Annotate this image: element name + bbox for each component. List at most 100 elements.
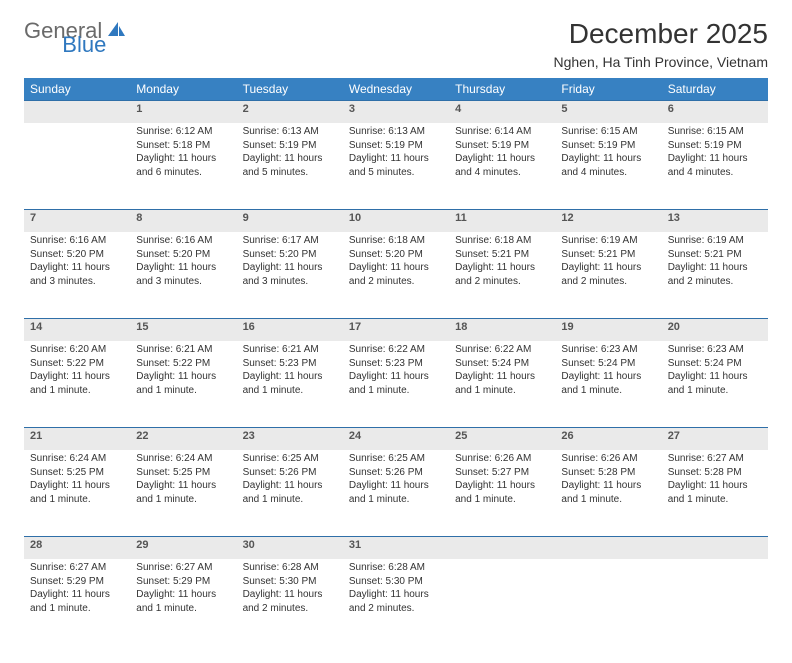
day-cell: Sunrise: 6:26 AMSunset: 5:27 PMDaylight:… [449, 450, 555, 537]
daylight-text: Daylight: 11 hours and 1 minute. [668, 370, 762, 397]
day-number-cell: 29 [130, 537, 236, 560]
sunrise-text: Sunrise: 6:23 AM [561, 343, 655, 357]
day-cell [555, 559, 661, 645]
daylight-text: Daylight: 11 hours and 1 minute. [349, 479, 443, 506]
day-number-cell: 31 [343, 537, 449, 560]
daylight-text: Daylight: 11 hours and 4 minutes. [668, 152, 762, 179]
sunrise-text: Sunrise: 6:14 AM [455, 125, 549, 139]
sunrise-text: Sunrise: 6:24 AM [30, 452, 124, 466]
sunset-text: Sunset: 5:30 PM [243, 575, 337, 589]
day-cell: Sunrise: 6:16 AMSunset: 5:20 PMDaylight:… [24, 232, 130, 319]
day-cell: Sunrise: 6:21 AMSunset: 5:22 PMDaylight:… [130, 341, 236, 428]
day-cell: Sunrise: 6:26 AMSunset: 5:28 PMDaylight:… [555, 450, 661, 537]
day-number-cell: 23 [237, 428, 343, 451]
sunrise-text: Sunrise: 6:19 AM [561, 234, 655, 248]
day-number-cell: 13 [662, 210, 768, 233]
day-cell: Sunrise: 6:27 AMSunset: 5:29 PMDaylight:… [130, 559, 236, 645]
day-number-cell: 8 [130, 210, 236, 233]
sunset-text: Sunset: 5:24 PM [668, 357, 762, 371]
day-cell [449, 559, 555, 645]
day-cell: Sunrise: 6:13 AMSunset: 5:19 PMDaylight:… [237, 123, 343, 210]
day-cell: Sunrise: 6:22 AMSunset: 5:24 PMDaylight:… [449, 341, 555, 428]
day-number-cell: 18 [449, 319, 555, 342]
daylight-text: Daylight: 11 hours and 5 minutes. [243, 152, 337, 179]
sunrise-text: Sunrise: 6:21 AM [136, 343, 230, 357]
daylight-text: Daylight: 11 hours and 2 minutes. [561, 261, 655, 288]
day-number-cell: 7 [24, 210, 130, 233]
sunset-text: Sunset: 5:28 PM [561, 466, 655, 480]
day-number-cell: 28 [24, 537, 130, 560]
sunrise-text: Sunrise: 6:22 AM [349, 343, 443, 357]
sunrise-text: Sunrise: 6:25 AM [349, 452, 443, 466]
daylight-text: Daylight: 11 hours and 1 minute. [136, 370, 230, 397]
day-cell: Sunrise: 6:22 AMSunset: 5:23 PMDaylight:… [343, 341, 449, 428]
day-content-row: Sunrise: 6:16 AMSunset: 5:20 PMDaylight:… [24, 232, 768, 319]
day-cell: Sunrise: 6:23 AMSunset: 5:24 PMDaylight:… [555, 341, 661, 428]
day-cell: Sunrise: 6:21 AMSunset: 5:23 PMDaylight:… [237, 341, 343, 428]
sunrise-text: Sunrise: 6:23 AM [668, 343, 762, 357]
day-cell: Sunrise: 6:16 AMSunset: 5:20 PMDaylight:… [130, 232, 236, 319]
day-number-cell: 14 [24, 319, 130, 342]
sunset-text: Sunset: 5:24 PM [455, 357, 549, 371]
sunrise-text: Sunrise: 6:27 AM [136, 561, 230, 575]
day-content-row: Sunrise: 6:24 AMSunset: 5:25 PMDaylight:… [24, 450, 768, 537]
day-number-cell: 1 [130, 101, 236, 124]
sunset-text: Sunset: 5:21 PM [561, 248, 655, 262]
sunrise-text: Sunrise: 6:27 AM [30, 561, 124, 575]
sunset-text: Sunset: 5:25 PM [136, 466, 230, 480]
logo-sail-icon [106, 20, 126, 43]
day-cell: Sunrise: 6:19 AMSunset: 5:21 PMDaylight:… [662, 232, 768, 319]
sunset-text: Sunset: 5:22 PM [136, 357, 230, 371]
logo: General Blue [24, 18, 172, 44]
day-number-row: 123456 [24, 101, 768, 124]
daylight-text: Daylight: 11 hours and 1 minute. [136, 479, 230, 506]
day-number-cell: 22 [130, 428, 236, 451]
sunset-text: Sunset: 5:19 PM [561, 139, 655, 153]
sunset-text: Sunset: 5:23 PM [243, 357, 337, 371]
day-number-cell: 26 [555, 428, 661, 451]
daylight-text: Daylight: 11 hours and 1 minute. [561, 370, 655, 397]
sunrise-text: Sunrise: 6:13 AM [243, 125, 337, 139]
sunset-text: Sunset: 5:19 PM [455, 139, 549, 153]
day-cell: Sunrise: 6:25 AMSunset: 5:26 PMDaylight:… [343, 450, 449, 537]
daylight-text: Daylight: 11 hours and 2 minutes. [349, 261, 443, 288]
weekday-header-row: SundayMondayTuesdayWednesdayThursdayFrid… [24, 78, 768, 101]
sunrise-text: Sunrise: 6:26 AM [561, 452, 655, 466]
sunset-text: Sunset: 5:25 PM [30, 466, 124, 480]
weekday-header: Friday [555, 78, 661, 101]
day-cell: Sunrise: 6:27 AMSunset: 5:28 PMDaylight:… [662, 450, 768, 537]
sunset-text: Sunset: 5:26 PM [243, 466, 337, 480]
day-number-cell: 5 [555, 101, 661, 124]
day-cell: Sunrise: 6:27 AMSunset: 5:29 PMDaylight:… [24, 559, 130, 645]
day-cell: Sunrise: 6:17 AMSunset: 5:20 PMDaylight:… [237, 232, 343, 319]
daylight-text: Daylight: 11 hours and 1 minute. [455, 479, 549, 506]
daylight-text: Daylight: 11 hours and 1 minute. [455, 370, 549, 397]
sunrise-text: Sunrise: 6:16 AM [136, 234, 230, 248]
daylight-text: Daylight: 11 hours and 2 minutes. [455, 261, 549, 288]
sunrise-text: Sunrise: 6:18 AM [455, 234, 549, 248]
header: General Blue December 2025 Nghen, Ha Tin… [24, 18, 768, 70]
sunset-text: Sunset: 5:26 PM [349, 466, 443, 480]
day-number-cell: 11 [449, 210, 555, 233]
day-cell: Sunrise: 6:28 AMSunset: 5:30 PMDaylight:… [237, 559, 343, 645]
day-number-cell [24, 101, 130, 124]
sunset-text: Sunset: 5:20 PM [136, 248, 230, 262]
day-number-cell: 15 [130, 319, 236, 342]
location-text: Nghen, Ha Tinh Province, Vietnam [553, 54, 768, 70]
day-number-cell: 10 [343, 210, 449, 233]
daylight-text: Daylight: 11 hours and 1 minute. [668, 479, 762, 506]
sunset-text: Sunset: 5:20 PM [243, 248, 337, 262]
day-number-cell: 27 [662, 428, 768, 451]
daylight-text: Daylight: 11 hours and 1 minute. [349, 370, 443, 397]
day-cell: Sunrise: 6:15 AMSunset: 5:19 PMDaylight:… [555, 123, 661, 210]
daylight-text: Daylight: 11 hours and 1 minute. [561, 479, 655, 506]
sunrise-text: Sunrise: 6:28 AM [243, 561, 337, 575]
sunrise-text: Sunrise: 6:15 AM [668, 125, 762, 139]
daylight-text: Daylight: 11 hours and 2 minutes. [349, 588, 443, 615]
day-number-cell: 24 [343, 428, 449, 451]
day-cell [662, 559, 768, 645]
sunrise-text: Sunrise: 6:25 AM [243, 452, 337, 466]
day-number-cell: 6 [662, 101, 768, 124]
sunrise-text: Sunrise: 6:19 AM [668, 234, 762, 248]
sunrise-text: Sunrise: 6:27 AM [668, 452, 762, 466]
